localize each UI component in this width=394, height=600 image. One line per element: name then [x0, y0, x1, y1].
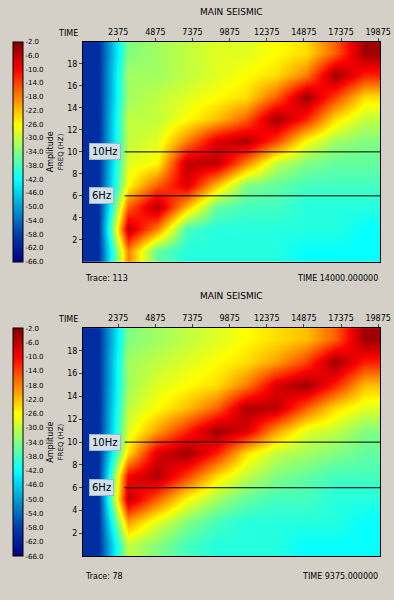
svg-text:-30.0: -30.0	[25, 424, 43, 432]
svg-text:6: 6	[72, 484, 77, 493]
svg-text:-34.0: -34.0	[25, 439, 43, 447]
svg-text:2375: 2375	[108, 314, 128, 323]
svg-text:-6.0: -6.0	[25, 339, 39, 347]
svg-text:-46.0: -46.0	[25, 189, 43, 197]
svg-text:19875: 19875	[365, 28, 390, 37]
svg-text:6Hz: 6Hz	[92, 190, 111, 201]
svg-text:16: 16	[67, 82, 77, 91]
svg-text:14: 14	[67, 104, 77, 113]
svg-text:12: 12	[67, 415, 77, 424]
svg-text:-6.0: -6.0	[25, 52, 39, 60]
svg-text:16: 16	[67, 369, 77, 378]
svg-text:-62.0: -62.0	[25, 538, 43, 546]
svg-text:-10.0: -10.0	[25, 66, 43, 74]
svg-text:12375: 12375	[254, 314, 279, 323]
svg-text:18: 18	[67, 60, 77, 69]
svg-text:-46.0: -46.0	[25, 481, 43, 489]
svg-text:MAIN SEISMIC: MAIN SEISMIC	[200, 291, 263, 301]
svg-text:9875: 9875	[219, 28, 239, 37]
svg-text:-14.0: -14.0	[25, 367, 43, 375]
svg-text:4: 4	[72, 506, 77, 515]
svg-text:-54.0: -54.0	[25, 217, 43, 225]
svg-text:8: 8	[72, 461, 77, 470]
svg-text:-58.0: -58.0	[25, 231, 43, 239]
svg-text:Amplitude: Amplitude	[46, 422, 55, 463]
svg-text:FREQ (HZ): FREQ (HZ)	[57, 133, 65, 170]
svg-text:-42.0: -42.0	[25, 467, 43, 475]
svg-text:-42.0: -42.0	[25, 176, 43, 184]
svg-text:-50.0: -50.0	[25, 203, 43, 211]
svg-text:-34.0: -34.0	[25, 148, 43, 156]
svg-text:2: 2	[72, 236, 77, 245]
svg-text:-38.0: -38.0	[25, 453, 43, 461]
svg-text:17375: 17375	[328, 28, 353, 37]
svg-text:7375: 7375	[182, 28, 202, 37]
svg-text:-2.0: -2.0	[25, 38, 39, 46]
svg-text:2: 2	[72, 529, 77, 538]
svg-text:FREQ (HZ): FREQ (HZ)	[57, 424, 65, 461]
svg-text:10: 10	[67, 438, 77, 447]
svg-text:2375: 2375	[108, 28, 128, 37]
svg-text:TIME: TIME	[58, 29, 78, 38]
svg-text:-50.0: -50.0	[25, 496, 43, 504]
svg-text:-2.0: -2.0	[25, 325, 39, 333]
svg-text:6: 6	[72, 192, 77, 201]
svg-text:TIME 14000.000000: TIME 14000.000000	[297, 274, 378, 283]
svg-text:-30.0: -30.0	[25, 134, 43, 142]
svg-text:MAIN SEISMIC: MAIN SEISMIC	[200, 7, 263, 17]
svg-text:-18.0: -18.0	[25, 93, 43, 101]
svg-text:12375: 12375	[254, 28, 279, 37]
svg-text:4: 4	[72, 214, 77, 223]
svg-text:-26.0: -26.0	[25, 410, 43, 418]
svg-text:4875: 4875	[145, 28, 165, 37]
svg-text:8: 8	[72, 170, 77, 179]
svg-text:TIME: TIME	[58, 315, 78, 324]
svg-text:19875: 19875	[365, 314, 390, 323]
svg-text:6Hz: 6Hz	[92, 482, 111, 493]
svg-text:-26.0: -26.0	[25, 121, 43, 129]
svg-text:-58.0: -58.0	[25, 524, 43, 532]
svg-text:-10.0: -10.0	[25, 353, 43, 361]
svg-text:14875: 14875	[291, 28, 316, 37]
svg-text:-38.0: -38.0	[25, 162, 43, 170]
svg-text:-62.0: -62.0	[25, 244, 43, 252]
svg-text:TIME 9375.000000: TIME 9375.000000	[302, 572, 378, 581]
svg-text:-66.0: -66.0	[25, 258, 43, 266]
svg-text:4875: 4875	[145, 314, 165, 323]
svg-text:Amplitude: Amplitude	[46, 131, 55, 172]
svg-text:-22.0: -22.0	[25, 107, 43, 115]
svg-text:9875: 9875	[219, 314, 239, 323]
svg-text:12: 12	[67, 126, 77, 135]
svg-text:10: 10	[67, 148, 77, 157]
svg-text:-22.0: -22.0	[25, 396, 43, 404]
svg-text:14: 14	[67, 392, 77, 401]
svg-text:18: 18	[67, 347, 77, 356]
svg-text:-54.0: -54.0	[25, 510, 43, 518]
svg-text:-66.0: -66.0	[25, 553, 43, 561]
svg-text:7375: 7375	[182, 314, 202, 323]
svg-text:10Hz: 10Hz	[92, 146, 118, 157]
svg-text:Trace: 113: Trace: 113	[85, 274, 128, 283]
svg-text:17375: 17375	[328, 314, 353, 323]
svg-text:Trace: 78: Trace: 78	[85, 572, 123, 581]
svg-text:14875: 14875	[291, 314, 316, 323]
svg-text:-14.0: -14.0	[25, 79, 43, 87]
svg-text:-18.0: -18.0	[25, 382, 43, 390]
svg-text:10Hz: 10Hz	[92, 437, 118, 448]
